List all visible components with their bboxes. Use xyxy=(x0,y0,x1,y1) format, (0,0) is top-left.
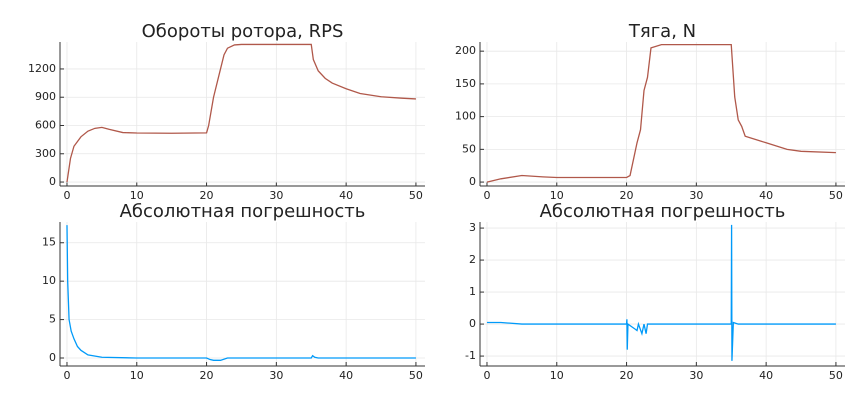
y-tick-label: 0 xyxy=(469,317,476,330)
y-tick-label: 1 xyxy=(469,285,476,298)
chart-title: Абсолютная погрешность xyxy=(120,201,366,222)
y-tick-label: 200 xyxy=(455,44,476,57)
y-tick-label: 600 xyxy=(35,118,56,131)
data-line xyxy=(486,43,836,183)
y-tick-label: 10 xyxy=(42,274,56,287)
x-tick-label: 40 xyxy=(759,189,773,202)
x-tick-label: 50 xyxy=(829,189,843,202)
chart-title: Обороты ротора, RPS xyxy=(142,21,344,42)
x-tick-label: 10 xyxy=(550,369,564,382)
y-tick-label: 1200 xyxy=(28,62,56,75)
x-tick-label: 20 xyxy=(620,369,634,382)
chart-title: Тяга, N xyxy=(628,21,696,42)
x-tick-label: 0 xyxy=(63,189,70,202)
y-tick-label: 0 xyxy=(49,175,56,188)
x-tick-label: 50 xyxy=(829,369,843,382)
y-tick-label: 3 xyxy=(469,221,476,234)
x-tick-label: 10 xyxy=(130,369,144,382)
x-tick-label: 30 xyxy=(269,189,283,202)
x-tick-label: 50 xyxy=(409,369,423,382)
x-tick-label: 20 xyxy=(620,189,634,202)
y-tick-label: 15 xyxy=(42,236,56,249)
y-tick-label: 900 xyxy=(35,90,56,103)
x-tick-label: 50 xyxy=(409,189,423,202)
x-tick-label: 40 xyxy=(339,369,353,382)
y-tick-label: 2 xyxy=(469,253,476,266)
x-tick-label: 30 xyxy=(689,189,703,202)
y-tick-label: 50 xyxy=(462,142,476,155)
y-tick-label: 100 xyxy=(455,110,476,123)
y-tick-label: 5 xyxy=(49,313,56,326)
chart-title: Абсолютная погрешность xyxy=(540,201,786,222)
x-tick-label: 40 xyxy=(339,189,353,202)
x-tick-label: 40 xyxy=(759,369,773,382)
y-tick-label: -1 xyxy=(465,349,476,362)
x-tick-label: 0 xyxy=(483,189,490,202)
x-tick-label: 0 xyxy=(63,369,70,382)
data-line xyxy=(66,225,416,361)
y-tick-label: 150 xyxy=(455,77,476,90)
x-tick-label: 20 xyxy=(200,189,214,202)
x-tick-label: 20 xyxy=(200,369,214,382)
y-tick-label: 300 xyxy=(35,147,56,160)
x-tick-label: 10 xyxy=(130,189,144,202)
y-tick-label: 0 xyxy=(49,351,56,364)
data-line xyxy=(66,43,416,183)
x-tick-label: 30 xyxy=(269,369,283,382)
x-tick-label: 30 xyxy=(689,369,703,382)
y-tick-label: 0 xyxy=(469,175,476,188)
x-tick-label: 0 xyxy=(483,369,490,382)
x-tick-label: 10 xyxy=(550,189,564,202)
data-line xyxy=(486,224,836,361)
